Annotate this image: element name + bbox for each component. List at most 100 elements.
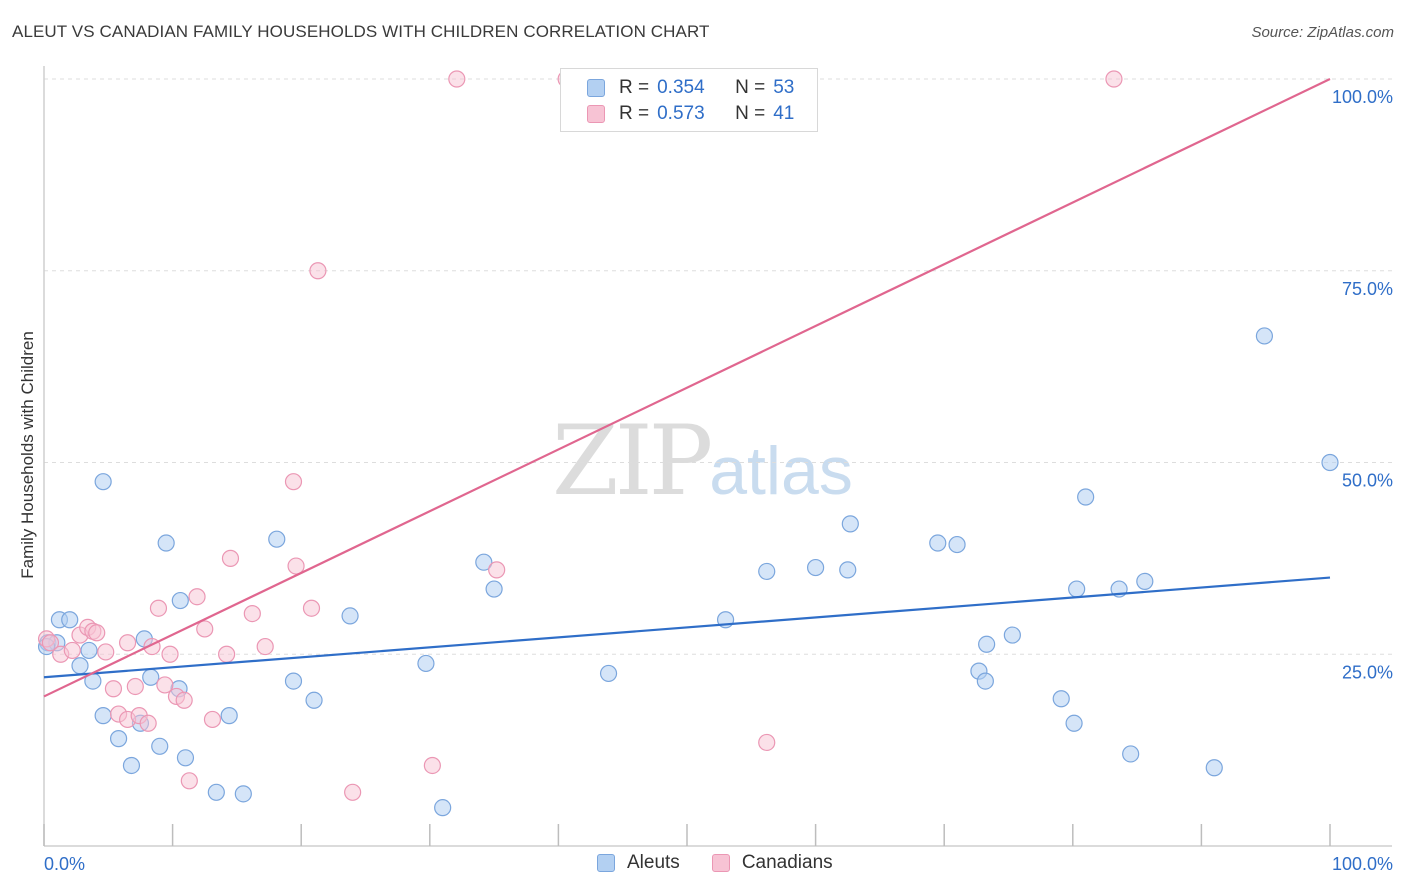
legend-row-aleuts: R = 0.354 N = 53	[587, 76, 794, 100]
canadian-point-33	[309, 262, 327, 280]
aleuts-n-label: N =	[735, 77, 766, 98]
aleuts-legend-label: Aleuts	[627, 852, 680, 873]
aleut-point-17	[171, 591, 189, 610]
chart-title: ALEUT VS CANADIAN FAMILY HOUSEHOLDS WITH…	[12, 22, 710, 41]
aleut-point-21	[234, 785, 252, 803]
canadian-point-22	[180, 772, 198, 790]
aleut-point-14	[151, 737, 169, 755]
aleut-point-22	[268, 530, 286, 548]
aleuts-legend-swatch	[597, 854, 615, 872]
canadians-legend-swatch	[711, 854, 730, 872]
tick-labels: 25.0% 50.0% 75.0% 100.0% 0.0% 100.0%	[44, 87, 1393, 874]
canadians-r-value: 0.573	[657, 103, 705, 124]
canadian-point-21	[175, 691, 193, 709]
aleut-point-44	[1068, 580, 1086, 598]
canadian-point-7	[88, 624, 106, 642]
canadians-n-label: N =	[735, 103, 766, 124]
canadian-point-25	[203, 710, 222, 729]
aleut-point-4	[71, 657, 89, 675]
aleut-point-48	[1136, 572, 1154, 590]
canadian-trend-line	[43, 78, 1331, 698]
aleut-point-42	[1052, 690, 1070, 708]
canadian-point-30	[284, 473, 303, 491]
aleut-point-50	[1255, 327, 1274, 345]
aleut-point-41	[1003, 626, 1021, 644]
aleut-point-30	[599, 664, 618, 683]
aleut-point-49	[1205, 759, 1223, 777]
source-label: Source: ZipAtlas.com	[1251, 24, 1394, 41]
canadian-point-9	[104, 680, 123, 698]
canadian-point-39	[758, 733, 776, 752]
watermark-zip: ZIP	[552, 405, 713, 517]
canadian-point-26	[218, 645, 236, 663]
canadian-point-24	[196, 620, 214, 638]
canadian-point-28	[243, 604, 261, 623]
canadian-point-23	[188, 588, 206, 606]
canadian-point-29	[256, 637, 274, 656]
aleut-point-24	[305, 691, 323, 709]
aleut-point-13	[142, 668, 160, 686]
aleut-point-23	[284, 672, 303, 690]
aleut-point-36	[929, 534, 947, 552]
canadian-point-12	[118, 634, 137, 652]
y-axis-label: Family Households with Children	[18, 331, 37, 579]
aleuts-n-value: 53	[773, 77, 795, 98]
watermark-atlas: atlas	[709, 433, 853, 509]
canadian-point-19	[161, 645, 179, 663]
canadian-point-40	[1105, 70, 1123, 88]
aleut-point-7	[94, 473, 112, 491]
canadian-point-1	[41, 634, 60, 652]
watermark: ZIPatlas	[552, 405, 853, 517]
aleut-point-2	[61, 611, 79, 629]
canadians-n-value: 41	[773, 103, 795, 124]
legend-item-aleuts: Aleuts	[597, 852, 680, 874]
canadians-r-label: R =	[619, 103, 650, 124]
aleut-trend-line	[43, 576, 1331, 679]
aleut-point-26	[417, 654, 435, 673]
canadian-point-31	[287, 557, 305, 575]
x-tick-label-0: 0.0%	[44, 854, 85, 874]
aleut-point-34	[839, 561, 857, 579]
aleut-point-43	[1065, 714, 1083, 732]
aleuts-swatch	[587, 79, 605, 97]
canadian-point-34	[344, 783, 362, 801]
canadian-point-36	[448, 70, 466, 88]
grid-lines	[44, 78, 1392, 655]
aleut-point-9	[109, 730, 128, 748]
canadian-point-15	[139, 714, 157, 732]
canadian-point-18	[156, 676, 174, 694]
aleut-point-19	[207, 783, 225, 801]
legend-box: R = 0.354 N = 53 R = 0.573 N = 41	[560, 68, 818, 132]
canadian-point-37	[488, 561, 506, 579]
aleut-point-8	[94, 707, 112, 725]
canadian-point-35	[423, 756, 441, 775]
canadian-point-3	[63, 641, 81, 660]
y-tick-label-25: 25.0%	[1342, 662, 1393, 682]
x-tick-label-100: 100.0%	[1332, 854, 1393, 874]
canadian-point-13	[126, 677, 144, 696]
aleut-point-47	[1122, 745, 1140, 763]
aleut-point-15	[157, 534, 175, 552]
data-points	[37, 70, 1339, 817]
aleut-point-27	[434, 799, 452, 817]
aleut-point-5	[80, 641, 98, 660]
aleut-point-32	[758, 562, 776, 581]
y-tick-label-75: 75.0%	[1342, 279, 1393, 299]
aleut-point-37	[948, 535, 966, 554]
aleut-point-40	[978, 635, 996, 653]
aleuts-r-label: R =	[619, 77, 650, 98]
y-tick-label-50: 50.0%	[1342, 471, 1393, 491]
aleut-point-35	[841, 515, 859, 533]
canadians-legend-label: Canadians	[741, 852, 833, 873]
aleut-point-29	[485, 580, 503, 598]
aleut-point-39	[976, 672, 994, 690]
axes	[43, 66, 1392, 847]
aleuts-r-value: 0.354	[657, 77, 705, 98]
aleut-point-51	[1321, 453, 1339, 472]
canadian-point-27	[221, 549, 240, 567]
aleut-point-25	[341, 607, 359, 625]
y-tick-label-100: 100.0%	[1332, 87, 1393, 107]
legend-row-canadians: R = 0.573 N = 41	[587, 102, 794, 126]
aleut-point-20	[220, 707, 238, 725]
